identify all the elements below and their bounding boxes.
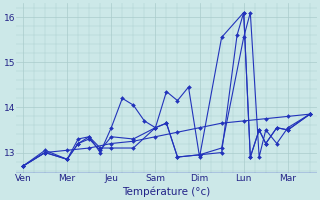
X-axis label: Température (°c): Température (°c) [122,186,211,197]
